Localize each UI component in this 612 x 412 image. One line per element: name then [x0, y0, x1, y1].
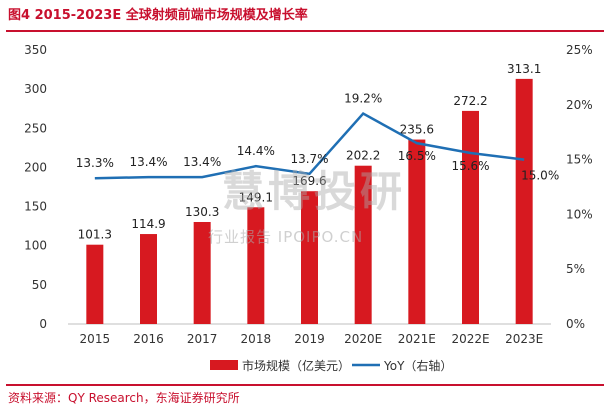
bar-value-label: 272.2 — [453, 94, 487, 108]
yoy-value-label: 13.4% — [129, 155, 167, 169]
bar-value-label: 235.6 — [400, 123, 434, 137]
x-axis-labels: 2015 2016 2017 2018 2019 2020E 2021E 2022E 2023E — [80, 332, 544, 346]
bar — [247, 207, 265, 324]
yoy-value-label: 14.4% — [237, 144, 275, 158]
yoy-value-label: 13.4% — [183, 155, 221, 169]
bar — [354, 165, 372, 324]
bar-value-label: 169.6 — [292, 174, 326, 188]
title-divider — [6, 30, 604, 32]
x-tick-label: 2020E — [344, 332, 382, 346]
y-right-tick-label: 5% — [566, 262, 585, 276]
bar — [140, 234, 157, 324]
x-tick-label: 2019 — [294, 332, 325, 346]
y-right-tick-label: 25% — [566, 43, 593, 57]
figure-title: 图4 2015-2023E 全球射频前端市场规模及增长率 — [8, 8, 308, 23]
y-left-tick-label: 100 — [24, 239, 47, 253]
bar-series — [86, 78, 533, 325]
y-left-tick-label: 250 — [24, 121, 47, 135]
y-right-tick-label: 10% — [566, 207, 593, 221]
y-left-axis: 0 50 100 150 200 250 300 350 — [24, 43, 47, 331]
y-left-tick-label: 200 — [24, 160, 47, 174]
watermark-main: 慧博投研 — [222, 167, 407, 216]
yoy-value-label: 16.5% — [398, 149, 436, 163]
yoy-value-label: 13.7% — [290, 152, 328, 166]
y-left-tick-label: 350 — [24, 43, 47, 57]
source-divider — [6, 384, 604, 386]
bar — [193, 221, 211, 324]
x-tick-label: 2023E — [505, 332, 543, 346]
x-tick-label: 2017 — [187, 332, 218, 346]
bar-value-label: 313.1 — [507, 62, 541, 76]
bar-value-label: 149.1 — [239, 190, 273, 204]
y-left-tick-label: 300 — [24, 82, 47, 96]
bar-value-label: 202.2 — [346, 149, 380, 163]
legend: 市场规模（亿美元） YoY（右轴） — [210, 358, 452, 373]
y-left-tick-label: 50 — [32, 278, 47, 292]
y-left-tick-label: 0 — [39, 317, 47, 331]
x-tick-label: 2021E — [398, 332, 436, 346]
y-right-tick-label: 15% — [566, 153, 593, 167]
y-right-tick-label: 20% — [566, 98, 593, 112]
legend-line-label: YoY（右轴） — [383, 358, 452, 373]
bar-value-label: 101.3 — [78, 228, 112, 242]
legend-bar-label: 市场规模（亿美元） — [242, 358, 350, 373]
x-tick-label: 2022E — [451, 332, 489, 346]
bar — [408, 139, 426, 324]
yoy-value-label: 13.3% — [76, 156, 114, 170]
source-note: 资料来源：QY Research，东海证券研究所 — [8, 391, 240, 405]
bar-value-label: 114.9 — [131, 217, 165, 231]
yoy-value-labels: 13.3% 13.4% 13.4% 14.4% 13.7% 19.2% 16.5% 15.6%… — [76, 92, 559, 183]
y-left-tick-label: 150 — [24, 200, 47, 214]
yoy-value-label: 15.6% — [451, 159, 489, 173]
watermark-sub: 行业报告 IPOIPO.CN — [208, 228, 364, 246]
yoy-value-label: 15.0% — [521, 169, 559, 183]
y-right-tick-label: 0% — [566, 317, 585, 331]
x-tick-label: 2018 — [241, 332, 272, 346]
bar — [86, 244, 104, 324]
x-tick-label: 2016 — [133, 332, 164, 346]
bar-value-label: 130.3 — [185, 205, 219, 219]
yoy-value-label: 19.2% — [344, 92, 382, 106]
yoy-line — [94, 111, 525, 180]
bar-value-labels: 101.3 114.9 130.3 149.1 169.6 202.2 235.6 272.2… — [78, 62, 542, 242]
bar — [515, 78, 533, 325]
bar — [462, 110, 479, 325]
legend-bar-swatch — [210, 360, 238, 370]
x-tick-label: 2015 — [80, 332, 111, 346]
bar — [301, 191, 318, 324]
y-right-axis: 0% 5% 10% 15% 20% 25% — [566, 43, 593, 331]
